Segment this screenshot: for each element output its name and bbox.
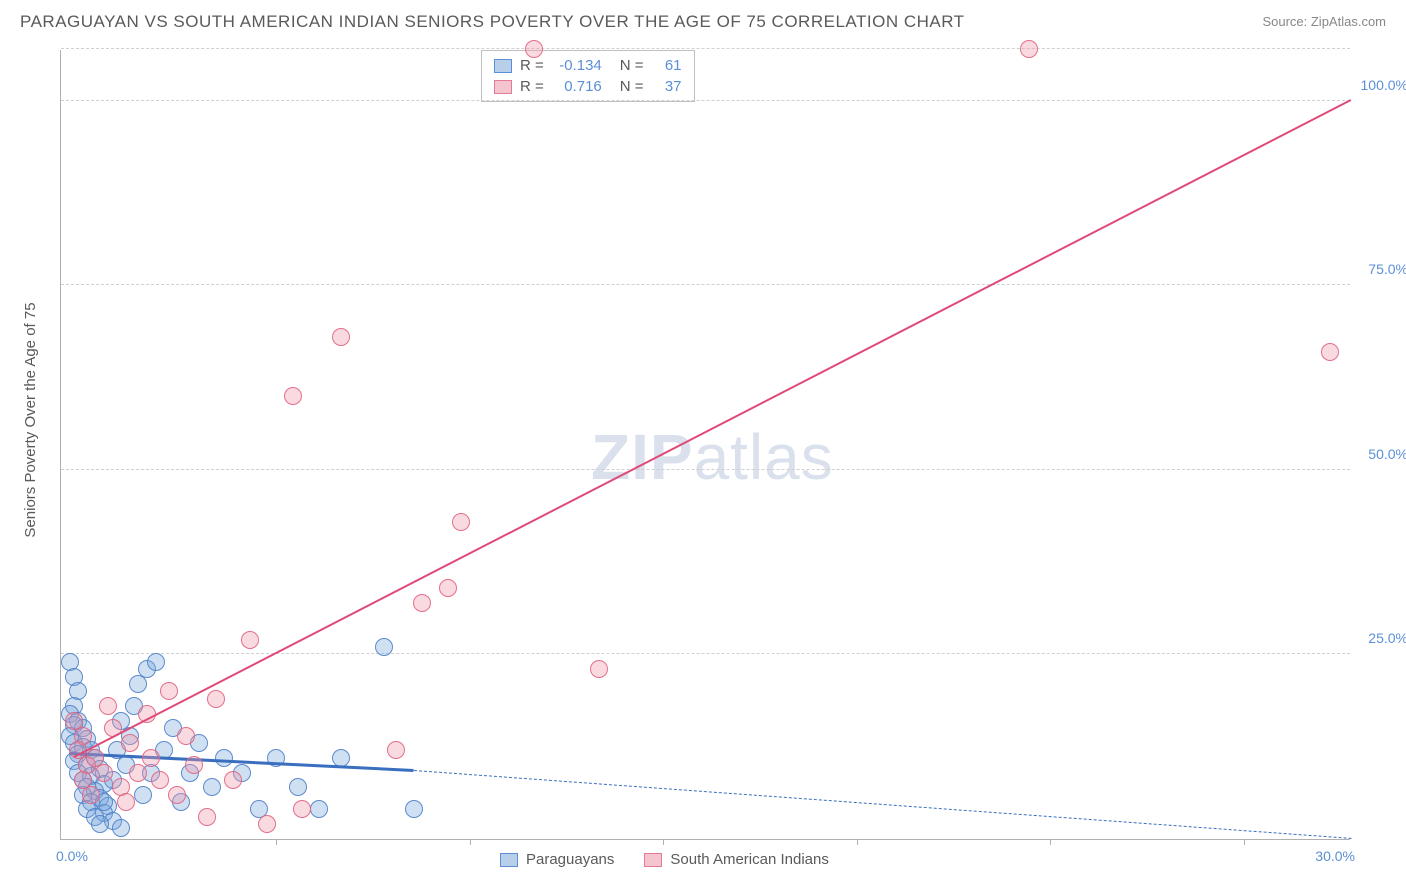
data-point [1321, 343, 1339, 361]
legend: Paraguayans South American Indians [500, 851, 829, 868]
x-axis-tick-mark [276, 839, 277, 845]
gridline [61, 469, 1350, 470]
x-axis-tick-mark [470, 839, 471, 845]
y-axis-tick: 50.0% [1356, 446, 1406, 462]
y-axis-tick: 75.0% [1356, 261, 1406, 277]
data-point [284, 387, 302, 405]
data-point [117, 793, 135, 811]
data-point [129, 764, 147, 782]
data-point [99, 697, 117, 715]
data-point [151, 771, 169, 789]
legend-item: Paraguayans [500, 851, 614, 868]
legend-item: South American Indians [644, 851, 828, 868]
correlation-stats-box: R = -0.134 N = 61 R = 0.716 N = 37 [481, 50, 695, 102]
data-point [258, 815, 276, 833]
data-point [121, 734, 139, 752]
data-point [142, 749, 160, 767]
data-point [168, 786, 186, 804]
x-axis-tick-mark [857, 839, 858, 845]
gridline [61, 100, 1350, 101]
data-point [241, 631, 259, 649]
data-point [413, 594, 431, 612]
legend-swatch [644, 853, 662, 867]
x-axis-tick-max: 30.0% [1315, 848, 1355, 864]
data-point [405, 800, 423, 818]
data-point [452, 513, 470, 531]
x-axis-tick-mark [1050, 839, 1051, 845]
stat-r-label: R = [520, 57, 544, 74]
trend-line [73, 99, 1351, 758]
data-point [177, 727, 195, 745]
stat-n-value: 37 [652, 78, 682, 95]
stat-row: R = -0.134 N = 61 [482, 55, 694, 76]
data-point [207, 690, 225, 708]
gridline [61, 48, 1350, 49]
watermark-rest: atlas [694, 421, 834, 493]
data-point [439, 579, 457, 597]
trend-line-extrapolated [414, 770, 1351, 839]
legend-label: Paraguayans [526, 851, 614, 868]
chart-title: PARAGUAYAN VS SOUTH AMERICAN INDIAN SENI… [20, 12, 965, 32]
stat-r-label: R = [520, 78, 544, 95]
stat-n-label: N = [620, 78, 644, 95]
data-point [293, 800, 311, 818]
stat-r-value: 0.716 [552, 78, 602, 95]
data-point [310, 800, 328, 818]
gridline [61, 653, 1350, 654]
stat-row: R = 0.716 N = 37 [482, 76, 694, 97]
stat-swatch [494, 80, 512, 94]
y-axis-tick: 25.0% [1356, 630, 1406, 646]
data-point [203, 778, 221, 796]
data-point [525, 40, 543, 58]
y-axis-tick: 100.0% [1356, 77, 1406, 93]
gridline [61, 284, 1350, 285]
data-point [95, 764, 113, 782]
stat-r-value: -0.134 [552, 57, 602, 74]
x-axis-tick-mark [1244, 839, 1245, 845]
data-point [387, 741, 405, 759]
data-point [332, 328, 350, 346]
data-point [185, 756, 203, 774]
watermark: ZIPatlas [591, 420, 834, 494]
data-point [82, 786, 100, 804]
data-point [224, 771, 242, 789]
stat-n-label: N = [620, 57, 644, 74]
data-point [134, 786, 152, 804]
data-point [112, 819, 130, 837]
data-point [160, 682, 178, 700]
y-axis-label: Seniors Poverty Over the Age of 75 [22, 302, 39, 537]
chart-container: ZIPatlas R =-0.134N =61R =0.716N =37 25.… [60, 50, 1350, 840]
stat-n-value: 61 [652, 57, 682, 74]
data-point [375, 638, 393, 656]
x-axis-tick-min: 0.0% [56, 848, 88, 864]
data-point [91, 815, 109, 833]
plot-area: ZIPatlas R =-0.134N =61R =0.716N =37 25.… [60, 50, 1350, 840]
data-point [147, 653, 165, 671]
stat-swatch [494, 59, 512, 73]
data-point [198, 808, 216, 826]
legend-swatch [500, 853, 518, 867]
data-point [289, 778, 307, 796]
x-axis-tick-mark [663, 839, 664, 845]
data-point [590, 660, 608, 678]
data-point [215, 749, 233, 767]
source-attribution: Source: ZipAtlas.com [1262, 14, 1386, 29]
legend-label: South American Indians [670, 851, 828, 868]
data-point [1020, 40, 1038, 58]
